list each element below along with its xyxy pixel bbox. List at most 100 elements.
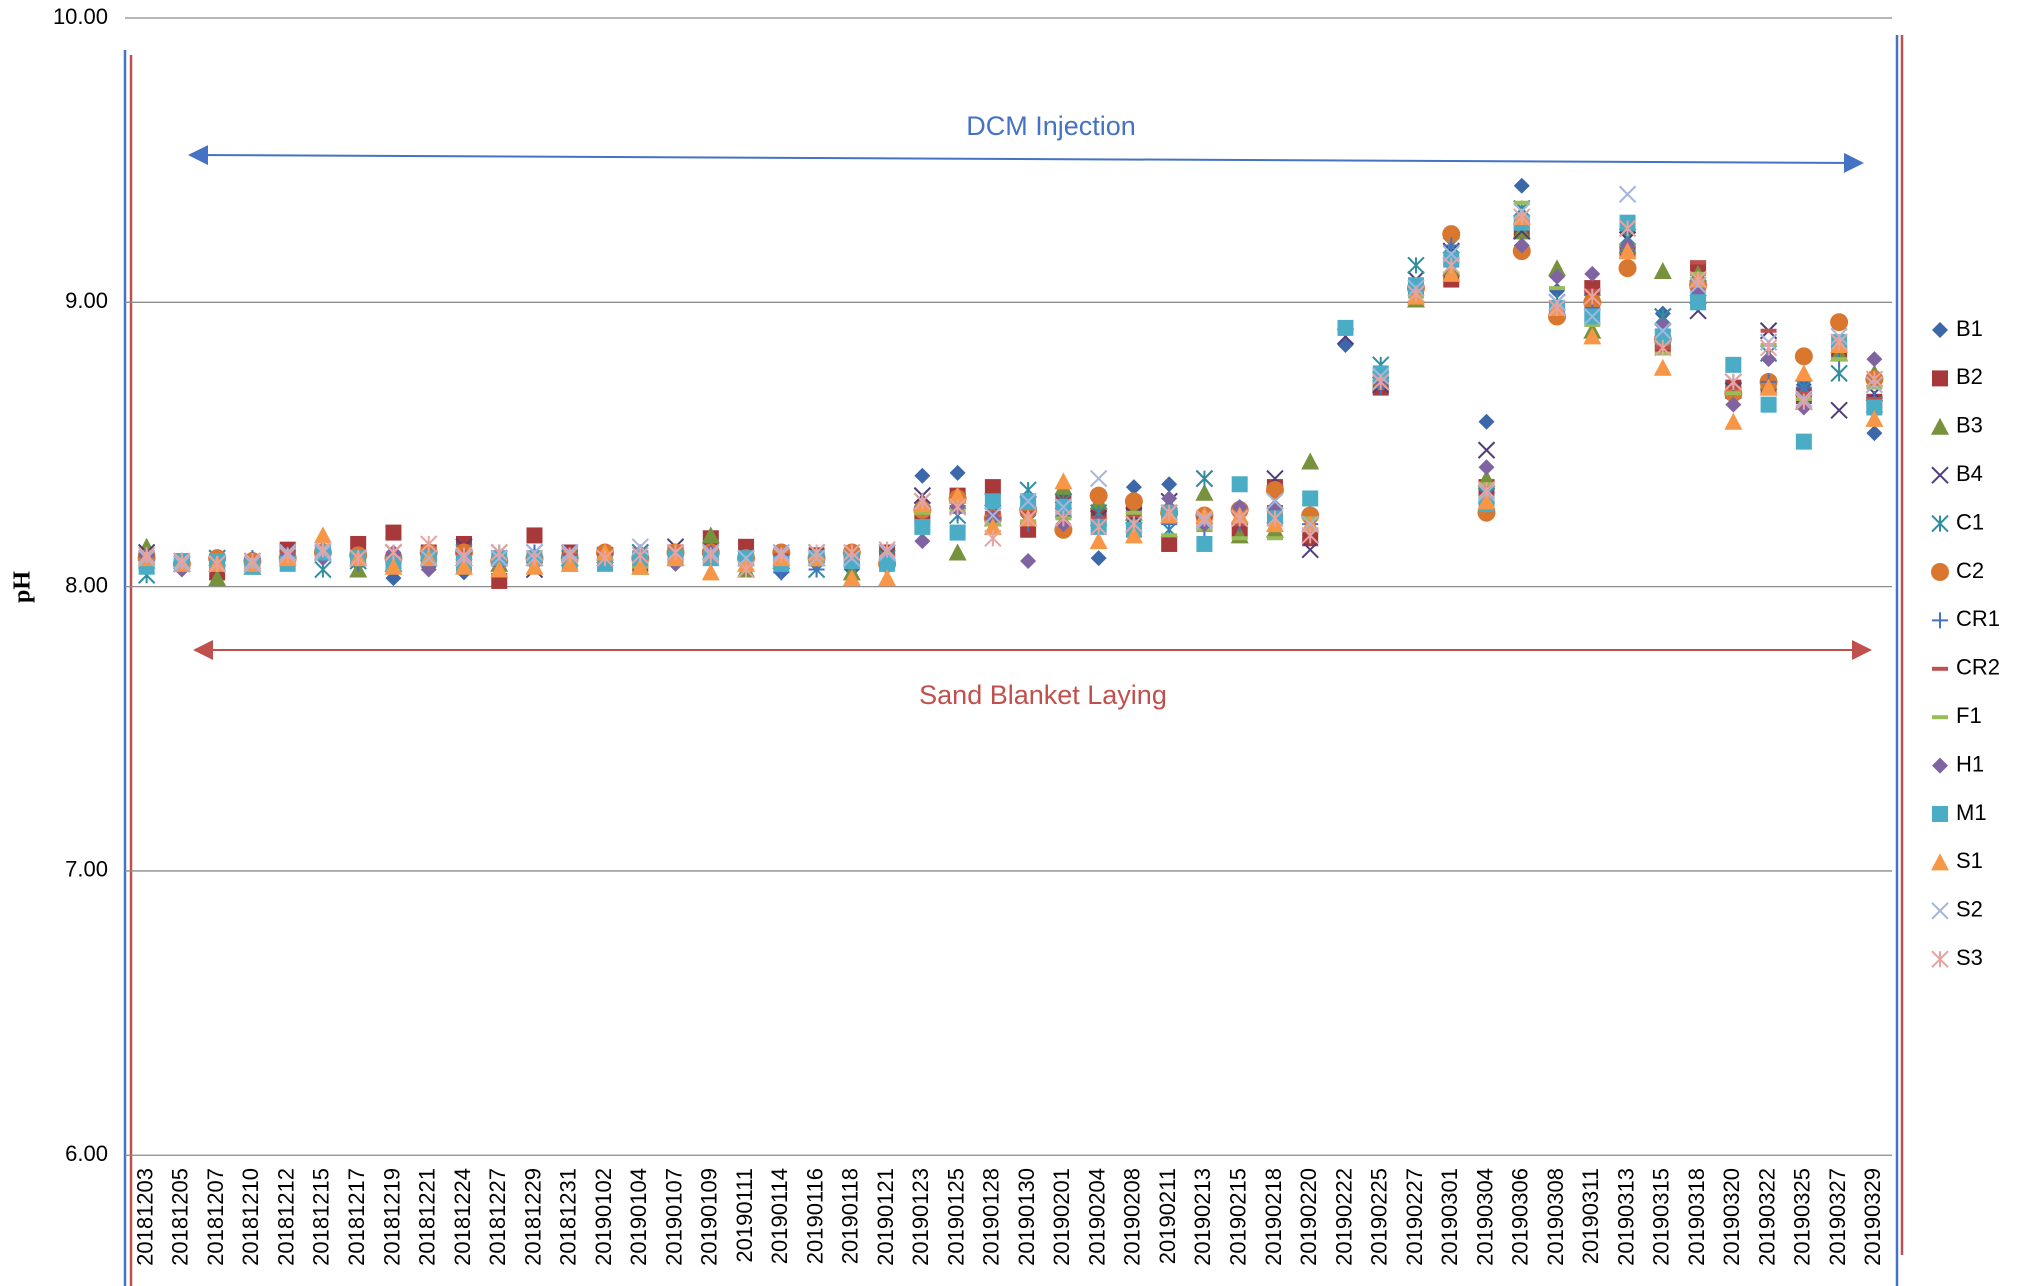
x-tick-label: 20181221 xyxy=(415,1168,440,1266)
x-tick-label: 20190215 xyxy=(1226,1168,1251,1266)
marker-triangle xyxy=(1865,409,1884,427)
marker-asterisk xyxy=(1407,285,1425,303)
marker-triangle xyxy=(631,557,650,575)
marker-triangle xyxy=(1653,358,1672,376)
marker-x xyxy=(1931,902,1949,920)
marker-diamond xyxy=(949,464,966,481)
marker-square xyxy=(1161,535,1178,552)
marker-circle xyxy=(1089,486,1108,505)
marker-asterisk xyxy=(1019,509,1037,528)
marker-asterisk xyxy=(1301,526,1319,545)
plot-area xyxy=(125,17,1892,1156)
marker-diamond xyxy=(1161,490,1178,507)
marker-triangle xyxy=(948,486,967,504)
legend-label: H1 xyxy=(1956,751,1984,776)
marker-triangle xyxy=(1931,417,1949,435)
x-tick-label: 20181224 xyxy=(450,1168,475,1266)
x-tick-label: 20181212 xyxy=(273,1168,298,1266)
x-tick-label: 20181205 xyxy=(168,1168,193,1266)
y-axis-label: pH xyxy=(10,571,36,603)
marker-diamond xyxy=(914,467,931,484)
legend-label: C1 xyxy=(1956,509,1984,534)
legend-label: S3 xyxy=(1956,945,1983,970)
x-tick-label: 20181231 xyxy=(556,1168,581,1266)
y-tick-label: 9.00 xyxy=(65,288,108,313)
marker-triangle xyxy=(701,563,720,581)
dcm-arrow xyxy=(188,145,1864,173)
x-tick-label: 20190306 xyxy=(1508,1168,1533,1266)
marker-asterisk xyxy=(1830,364,1848,383)
x-tick-label: 20190109 xyxy=(697,1168,722,1266)
marker-x xyxy=(1830,401,1848,420)
marker-triangle xyxy=(560,554,579,572)
marker-asterisk xyxy=(1865,370,1884,388)
x-tick-label: 20181227 xyxy=(485,1168,510,1266)
marker-x xyxy=(984,506,1002,525)
marker-asterisk xyxy=(1230,509,1249,528)
x-tick-label: 20190313 xyxy=(1613,1168,1638,1266)
marker-diamond xyxy=(1337,336,1354,353)
x-tick-label: 20190322 xyxy=(1754,1168,1779,1266)
marker-diamond xyxy=(1866,425,1883,442)
legend-label: CR2 xyxy=(1956,655,2000,680)
x-tick-label: 20190222 xyxy=(1331,1168,1356,1266)
marker-asterisk xyxy=(666,543,685,562)
marker-triangle xyxy=(454,557,473,575)
x-tick-label: 20181203 xyxy=(132,1168,157,1266)
x-tick-label: 20190327 xyxy=(1825,1168,1850,1266)
legend-label: F1 xyxy=(1956,703,1982,728)
marker-square xyxy=(1795,433,1812,450)
marker-triangle xyxy=(1583,327,1602,345)
marker-circle xyxy=(1124,492,1143,511)
marker-asterisk xyxy=(1054,509,1073,528)
x-tick-label: 20190125 xyxy=(943,1168,968,1266)
legend-label: C2 xyxy=(1956,558,1984,583)
marker-asterisk xyxy=(1931,950,1949,968)
marker-asterisk xyxy=(1583,287,1601,306)
marker-asterisk xyxy=(490,543,508,562)
x-tick-label: 20190320 xyxy=(1719,1168,1744,1266)
marker-square xyxy=(1337,319,1354,336)
marker-square xyxy=(1760,396,1777,413)
marker-diamond xyxy=(1932,757,1948,774)
marker-plus xyxy=(1932,612,1948,629)
marker-asterisk xyxy=(878,540,896,559)
legend-label: CR1 xyxy=(1956,606,2000,631)
annotation: Sand Blanket Laying xyxy=(919,680,1167,710)
marker-x xyxy=(1618,185,1637,203)
marker-asterisk xyxy=(208,555,226,573)
marker-diamond xyxy=(1760,351,1777,368)
marker-triangle xyxy=(1477,492,1496,510)
marker-triangle xyxy=(1794,364,1813,382)
marker-circle xyxy=(1931,563,1949,581)
x-tick-label: 20190329 xyxy=(1860,1168,1885,1266)
marker-triangle xyxy=(490,560,509,578)
marker-triangle xyxy=(878,569,897,587)
marker-asterisk xyxy=(1195,469,1214,488)
y-tick-label: 7.00 xyxy=(65,857,108,882)
marker-asterisk xyxy=(384,543,403,562)
marker-square xyxy=(1654,328,1671,345)
legend-label: M1 xyxy=(1956,800,1987,825)
marker-triangle xyxy=(313,526,332,544)
legend-label: B4 xyxy=(1956,461,1983,486)
x-tick-label: 20181210 xyxy=(238,1168,263,1266)
marker-x xyxy=(1089,469,1108,488)
marker-x xyxy=(1583,307,1601,326)
marker-square xyxy=(914,518,931,535)
marker-square xyxy=(1231,476,1248,493)
marker-asterisk xyxy=(1548,299,1566,317)
legend-label: B2 xyxy=(1956,364,1983,389)
marker-square xyxy=(1932,806,1948,822)
marker-asterisk xyxy=(1195,509,1214,528)
marker-diamond xyxy=(1161,476,1178,493)
marker-asterisk xyxy=(525,549,544,567)
x-tick-label: 20181215 xyxy=(309,1168,334,1266)
marker-asterisk xyxy=(1724,373,1743,391)
marker-asterisk xyxy=(1513,208,1531,226)
x-tick-label: 20190315 xyxy=(1649,1168,1674,1266)
x-tick-label: 20190114 xyxy=(767,1168,792,1264)
marker-diamond xyxy=(1513,177,1530,194)
x-tick-label: 20190227 xyxy=(1402,1168,1427,1266)
marker-diamond xyxy=(1932,322,1948,338)
